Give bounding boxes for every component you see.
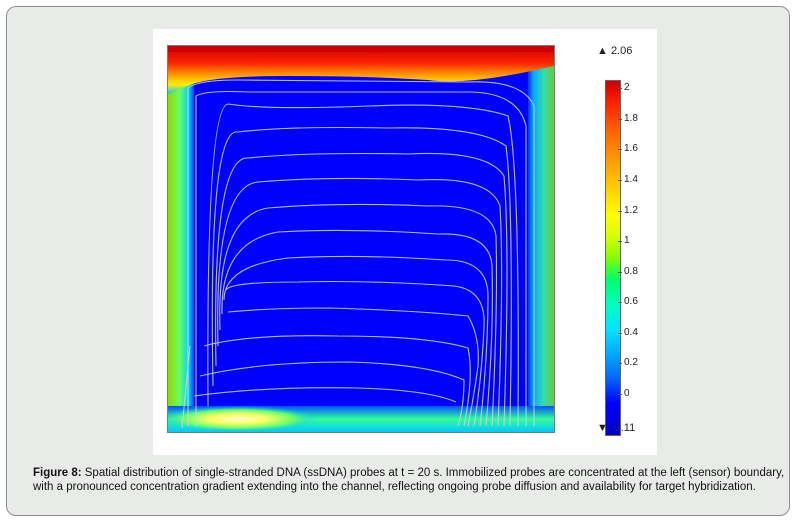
colorbar-tick: 0: [618, 388, 630, 399]
top-boundary-layer: [168, 46, 554, 94]
colorbar-tick: 0.2: [618, 357, 638, 368]
bottom-left-hotspot: [168, 406, 318, 432]
bulk-region: [168, 46, 554, 432]
colorbar-max-label: ▲ 2.06: [597, 45, 633, 57]
colorbar-tick: 0.6: [618, 296, 638, 307]
colorbar-tick: 2: [618, 82, 630, 93]
colorbar: ▲ 2.06 2 1.8 1.6 1.4 1.2 1 0.8 0.6 0.4 0…: [597, 29, 657, 455]
right-boundary-layer: [528, 46, 554, 432]
colorbar-tick: 1.2: [618, 205, 638, 216]
streamlines: [181, 79, 535, 429]
concentration-plot: [167, 45, 555, 433]
concentration-map-svg: [168, 46, 554, 432]
caption-text: Spatial distribution of single-stranded …: [33, 467, 785, 493]
top-edge: [168, 46, 554, 52]
figure-frame: ▲ 2.06 2 1.8 1.6 1.4 1.2 1 0.8 0.6 0.4 0…: [6, 6, 790, 516]
colorbar-tick: 0.8: [618, 266, 638, 277]
colorbar-tick: 1.6: [618, 143, 638, 154]
colorbar-tick: 0.4: [618, 327, 638, 338]
left-boundary-layer: [168, 46, 194, 432]
figure-panel: ▲ 2.06 2 1.8 1.6 1.4 1.2 1 0.8 0.6 0.4 0…: [153, 29, 657, 455]
colorbar-tick: 1.4: [618, 174, 638, 185]
colorbar-tick: 1: [618, 235, 630, 246]
colorbar-tick: 1.8: [618, 113, 638, 124]
colorbar-min-label: ▼ -0.11: [597, 422, 636, 434]
colorbar-gradient: [605, 80, 621, 436]
caption-label: Figure 8:: [33, 467, 82, 479]
figure-caption: Figure 8: Spatial distribution of single…: [33, 466, 785, 494]
